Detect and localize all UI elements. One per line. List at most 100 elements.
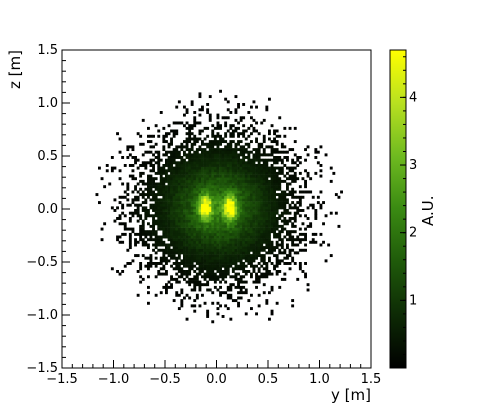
heatmap-bin <box>152 214 155 218</box>
heatmap-bin <box>180 203 184 207</box>
heatmap-bin <box>234 158 238 162</box>
heatmap-bin <box>237 198 240 202</box>
heatmap-bin <box>293 243 297 247</box>
heatmap-bin <box>275 156 279 159</box>
heatmap-bin <box>226 100 230 104</box>
heatmap-bin <box>242 235 246 239</box>
heatmap-bin <box>139 193 143 197</box>
heatmap-bin <box>260 219 264 223</box>
heatmap-bin <box>286 201 289 205</box>
heatmap-bin <box>195 169 199 173</box>
heatmap-bin <box>193 187 197 191</box>
heatmap-bin <box>229 227 233 231</box>
heatmap-bin <box>239 291 243 295</box>
heatmap-bin <box>167 201 171 205</box>
heatmap-bin <box>110 166 114 170</box>
heatmap-bin <box>162 285 166 289</box>
heatmap-bin <box>188 267 192 271</box>
y-axis-ticks: −1.5−1.0−0.50.00.51.01.5 <box>26 43 70 376</box>
heatmap-bin <box>239 150 243 154</box>
heatmap-bin <box>260 190 264 194</box>
heatmap-bin <box>265 158 269 162</box>
heatmap-bin <box>237 132 240 136</box>
heatmap-bin <box>213 126 217 130</box>
heatmap-bin <box>268 209 271 212</box>
heatmap-bin <box>257 280 261 284</box>
heatmap-bin <box>231 224 235 228</box>
heatmap-bin <box>177 222 181 226</box>
heatmap-bin <box>237 105 240 109</box>
heatmap-bin <box>278 224 282 228</box>
heatmap-bin <box>172 166 176 170</box>
heatmap-bin <box>273 219 276 223</box>
heatmap-bin <box>273 254 276 258</box>
heatmap-bin <box>221 240 225 244</box>
heatmap-bin <box>162 243 166 247</box>
heatmap-bin <box>149 182 153 186</box>
heatmap-bin <box>306 283 310 287</box>
heatmap-bin <box>229 148 233 152</box>
heatmap-bin <box>167 285 171 289</box>
heatmap-bin <box>180 179 184 183</box>
heatmap-bin <box>288 190 292 194</box>
heatmap-bin <box>175 153 179 157</box>
heatmap-bin <box>296 238 300 242</box>
heatmap-bin <box>172 195 176 199</box>
heatmap-bin <box>211 148 215 152</box>
heatmap-bin <box>262 291 266 295</box>
heatmap-bin <box>175 232 179 236</box>
heatmap-bin <box>180 275 184 279</box>
heatmap-bin <box>167 185 171 189</box>
heatmap-bin <box>268 291 271 295</box>
heatmap-bin <box>177 182 181 186</box>
heatmap-bin <box>234 232 238 236</box>
heatmap-bin <box>165 211 168 215</box>
heatmap-bin <box>242 217 246 220</box>
heatmap-bin <box>257 277 261 281</box>
heatmap-bin <box>159 158 163 162</box>
heatmap-bin <box>275 142 279 146</box>
heatmap-bin <box>170 185 173 189</box>
heatmap-bin <box>239 158 243 162</box>
heatmap-bin <box>219 156 222 159</box>
heatmap-bin <box>201 267 204 271</box>
heatmap-bin <box>180 166 184 170</box>
heatmap-bin <box>262 219 266 223</box>
heatmap-bin <box>201 148 204 152</box>
heatmap-bin <box>172 209 176 212</box>
heatmap-bin <box>211 270 215 273</box>
heatmap-bin <box>180 158 184 162</box>
heatmap-bin <box>262 227 266 231</box>
heatmap-bin <box>198 227 202 231</box>
heatmap-bin <box>275 222 279 226</box>
heatmap-bin <box>216 177 220 181</box>
heatmap-bin <box>268 171 271 175</box>
heatmap-bin <box>206 235 210 239</box>
heatmap-bin <box>270 153 274 157</box>
heatmap-bin <box>190 219 194 223</box>
heatmap-bin <box>260 256 264 260</box>
heatmap-bin <box>185 137 189 141</box>
heatmap-bin <box>275 134 279 138</box>
heatmap-bin <box>278 232 282 236</box>
heatmap-bin <box>203 193 207 197</box>
colorbar-tick-label: 4 <box>409 90 417 105</box>
heatmap-bin <box>247 256 251 260</box>
heatmap-bin <box>190 187 194 191</box>
heatmap-bin <box>260 187 264 191</box>
heatmap-bin <box>224 304 228 308</box>
heatmap-bin <box>149 232 153 236</box>
heatmap-bin <box>216 195 220 199</box>
heatmap-bin <box>139 174 143 178</box>
heatmap-bin <box>185 243 189 247</box>
heatmap-bin <box>286 219 289 223</box>
heatmap-bin <box>206 214 210 218</box>
heatmap-bin <box>265 185 269 189</box>
heatmap-bin <box>185 275 189 279</box>
heatmap-bin <box>180 201 184 205</box>
heatmap-bin <box>213 153 217 157</box>
heatmap-bin <box>247 193 251 197</box>
heatmap-bin <box>275 206 279 210</box>
heatmap-bin <box>170 203 173 207</box>
heatmap-bin <box>268 166 271 170</box>
